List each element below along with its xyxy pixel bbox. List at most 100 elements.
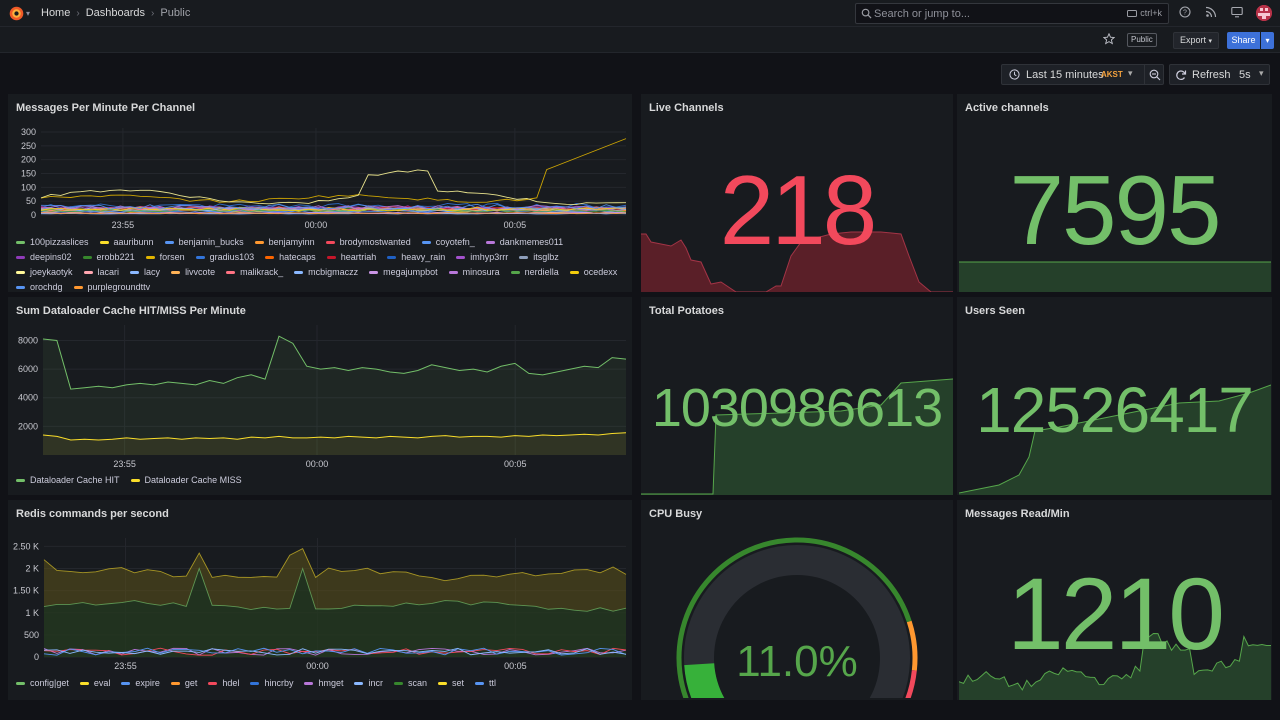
time-range-picker[interactable]: Last 15 minutes AKST ▾	[1001, 64, 1164, 85]
legend-item[interactable]: nerdiella	[510, 267, 559, 277]
legend-label: gradius103	[209, 252, 255, 262]
legend-item[interactable]: itsglbz	[519, 252, 559, 262]
refresh-button[interactable]: Refresh 5s ▾	[1169, 64, 1270, 85]
panel-title[interactable]: Messages Per Minute Per Channel	[16, 102, 196, 114]
legend-item[interactable]: forsen	[145, 252, 185, 262]
panel-redis-commands: Redis commands per second 0 500 1 K 1.50 K 2…	[8, 500, 632, 700]
legend-item[interactable]: hmget	[304, 678, 343, 688]
legend-swatch	[16, 478, 25, 482]
legend-item[interactable]: hatecaps	[265, 252, 316, 262]
legend-item[interactable]: 100pizzaslices	[16, 237, 89, 247]
legend-label: hdel	[222, 678, 240, 688]
gauge-threshold-orange	[906, 620, 918, 671]
legend-item[interactable]: purplegroundttv	[73, 282, 150, 292]
legend-item[interactable]: scan	[393, 678, 427, 688]
breadcrumb-dashboards[interactable]: Dashboards	[85, 7, 146, 19]
legend-item[interactable]: incr	[354, 678, 383, 688]
legend-label: Dataloader Cache HIT	[30, 475, 120, 485]
refresh-interval[interactable]: 5s	[1239, 69, 1251, 81]
legend-item[interactable]: get	[170, 678, 197, 688]
help-icon[interactable]: ?	[1179, 6, 1191, 18]
legend-item[interactable]: mcbigmaczz	[294, 267, 358, 277]
chevron-right-icon: ›	[76, 7, 80, 19]
legend-swatch	[73, 285, 83, 289]
x-tick-label: 23:55	[114, 661, 137, 671]
share-dropdown-button[interactable]: ▾	[1261, 32, 1274, 49]
panel-title[interactable]: Redis commands per second	[16, 508, 169, 520]
legend-item[interactable]: heavy_rain	[387, 252, 445, 262]
panel-active-channels: Active channels 7595	[957, 94, 1272, 292]
legend-item[interactable]: benjamyinn	[254, 237, 315, 247]
legend-item[interactable]: expire	[121, 678, 160, 688]
rss-icon[interactable]	[1205, 6, 1217, 18]
zoom-out-button[interactable]	[1144, 65, 1164, 84]
legend-label: malikrack_	[240, 267, 284, 277]
chevron-down-icon[interactable]: ▾	[26, 9, 31, 18]
legend-item[interactable]: heartriah	[326, 252, 376, 262]
share-button[interactable]: Share	[1227, 32, 1260, 49]
legend-swatch	[16, 255, 25, 259]
legend-item[interactable]: lacari	[83, 267, 120, 277]
dataloader-legend: Dataloader Cache HIT Dataloader Cache MIS…	[16, 475, 626, 485]
legend-label: orochdg	[30, 282, 63, 292]
legend-item[interactable]: ocedexx	[569, 267, 617, 277]
legend-item[interactable]: livvcote	[171, 267, 215, 277]
panel-title[interactable]: Live Channels	[649, 102, 724, 114]
legend-item[interactable]: ttl	[475, 678, 496, 688]
legend-item[interactable]: megajumpbot	[369, 267, 438, 277]
legend-item[interactable]: minosura	[448, 267, 500, 277]
dataloader-line-chart[interactable]: 2000 4000 6000 8000 23:55 00:00 00:05	[8, 325, 632, 475]
users-seen-sparkline	[959, 384, 1271, 495]
legend-label: hatecaps	[279, 252, 316, 262]
panel-title[interactable]: Users Seen	[965, 305, 1025, 317]
legend-item[interactable]: brodymostwanted	[325, 237, 411, 247]
legend-item[interactable]: aauribunn	[99, 237, 154, 247]
legend-item[interactable]: coyotefn_	[421, 237, 475, 247]
legend-swatch	[83, 270, 93, 274]
legend-item[interactable]: malikrack_	[226, 267, 283, 277]
series-line	[40, 203, 627, 210]
legend-item[interactable]: gradius103	[195, 252, 255, 262]
panel-title[interactable]: Sum Dataloader Cache HIT/MISS Per Minute	[16, 305, 246, 317]
gauge-value	[684, 662, 725, 698]
y-tick-label: 1.50 K	[13, 586, 39, 596]
legend-item[interactable]: dankmemes011	[485, 237, 563, 247]
series-area	[43, 336, 626, 455]
breadcrumb-home[interactable]: Home	[41, 7, 71, 19]
legend-item[interactable]: imhyp3rrr	[456, 252, 508, 262]
panel-title[interactable]: Messages Read/Min	[965, 508, 1070, 520]
legend-item[interactable]: hdel	[208, 678, 239, 688]
legend-item[interactable]: Dataloader Cache MISS	[130, 475, 242, 485]
legend-item[interactable]: erobb221	[82, 252, 135, 262]
export-button[interactable]: Export ▾	[1173, 32, 1220, 49]
panel-title[interactable]: Active channels	[965, 102, 1049, 114]
legend-swatch	[99, 240, 109, 244]
legend-label: aauribunn	[113, 237, 154, 247]
panel-title[interactable]: Total Potatoes	[649, 305, 724, 317]
legend-item[interactable]: Dataloader Cache HIT	[16, 475, 120, 485]
redis-area-chart[interactable]: 0 500 1 K 1.50 K 2 K 2.50 K 23:55 00:00 00:05	[8, 528, 632, 678]
avatar[interactable]	[1256, 5, 1272, 21]
legend-item[interactable]: lacy	[130, 267, 160, 277]
messages-line-chart[interactable]: 0 50 100 150 200 250 300 23:55 00:00 00:05	[8, 122, 632, 262]
total-potatoes-sparkline	[641, 378, 953, 495]
panel-title[interactable]: CPU Busy	[649, 508, 703, 520]
legend-item[interactable]: config|get	[16, 678, 69, 688]
series-line	[40, 208, 627, 213]
legend-swatch	[82, 255, 92, 259]
monitor-icon[interactable]	[1231, 6, 1243, 18]
grafana-logo-icon[interactable]	[8, 5, 25, 22]
legend-item[interactable]: joeykaotyk	[16, 267, 73, 277]
legend-item[interactable]: set	[438, 678, 464, 688]
search-input[interactable]: Search or jump to... ctrl+k	[855, 3, 1169, 24]
legend-item[interactable]: benjamin_bucks	[164, 237, 244, 247]
legend-item[interactable]: eval	[79, 678, 110, 688]
legend-item[interactable]: deepins02	[16, 252, 72, 262]
legend-item[interactable]: hincrby	[250, 678, 293, 688]
series-line	[40, 169, 627, 205]
star-icon[interactable]	[1103, 33, 1115, 45]
legend-label: lacari	[97, 267, 120, 277]
legend-item[interactable]: orochdg	[16, 282, 63, 292]
chevron-down-icon: ▾	[1208, 38, 1213, 45]
legend-label: itsglbz	[533, 252, 559, 262]
